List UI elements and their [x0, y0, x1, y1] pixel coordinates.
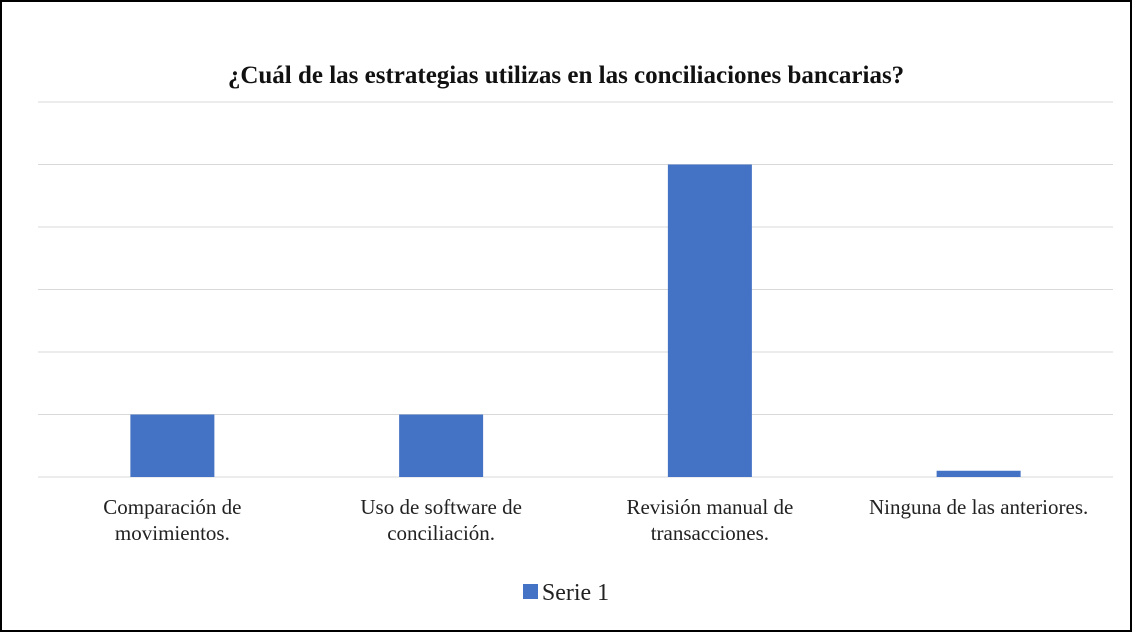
legend-label: Serie 1: [541, 580, 610, 606]
legend-swatch: [522, 584, 538, 599]
chart-title: ¿Cuál de las estrategias utilizas en las…: [227, 62, 905, 89]
x-tick-label: Revisión manual de transacciones.: [626, 495, 794, 545]
x-tick-label: Comparación de movimientos.: [103, 495, 242, 545]
x-tick-label: Uso de software de conciliación.: [360, 495, 522, 545]
x-tick-label: Ninguna de las anteriores.: [868, 495, 1089, 519]
legend: Serie 1: [0, 580, 1132, 607]
bar: [399, 414, 484, 477]
bar: [667, 164, 752, 477]
bar: [130, 414, 215, 477]
bar: [936, 470, 1021, 477]
